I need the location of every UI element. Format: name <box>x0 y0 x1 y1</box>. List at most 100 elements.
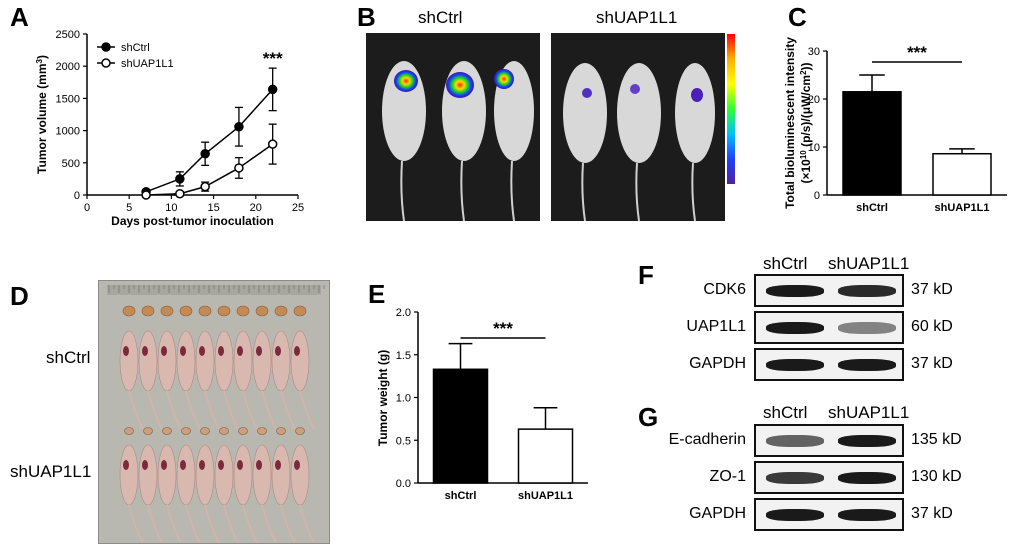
mouse-tail <box>280 504 296 544</box>
significance-label: *** <box>263 49 283 68</box>
tumor-site <box>218 346 224 356</box>
blot-g-membrane <box>754 498 904 531</box>
mouse <box>252 444 272 506</box>
panel-label-e: E <box>368 279 386 309</box>
mouse-tail <box>261 390 277 430</box>
data-point-shCtrl <box>200 149 210 159</box>
mouse <box>119 444 139 506</box>
y-tick-label: 2000 <box>56 61 80 73</box>
panel-label-c: C <box>788 2 807 32</box>
mouse-tail <box>242 504 258 544</box>
blot-g-band <box>766 435 824 447</box>
tumor <box>160 305 174 317</box>
blot-g-band <box>838 472 896 484</box>
signal-spot <box>394 70 418 92</box>
tumor <box>274 305 288 317</box>
signal-spot <box>630 84 640 94</box>
y-tick-label: 0.5 <box>396 435 411 447</box>
blot-f-label-gapdh: GAPDH <box>689 355 746 372</box>
mouse-tail <box>261 504 277 544</box>
tumor <box>162 427 172 435</box>
mouse-tail <box>128 504 144 544</box>
y-tick-label: 10 <box>808 142 820 154</box>
data-point-shUAP1L1 <box>200 181 210 192</box>
blot-g-kd-label: 130 kD <box>911 468 962 485</box>
blot-f-band <box>766 359 824 371</box>
signal-spot <box>494 69 514 89</box>
blot-f-kd-label: 60 kD <box>911 318 953 335</box>
legend-marker <box>101 42 111 52</box>
y-tick-label: 2.0 <box>396 307 411 319</box>
tumor <box>124 427 134 435</box>
x-tick-label: 0 <box>84 202 90 214</box>
chart-e: 0.0 0.5 1.0 1.5 2.0 shCtrl shUAP1L1 *** Tumor we… <box>376 307 588 502</box>
bar-shCtrl <box>432 368 489 484</box>
tumor-site <box>161 460 167 470</box>
category-label: shCtrl <box>445 490 477 502</box>
tumor <box>179 305 193 317</box>
tumor <box>219 427 229 435</box>
mouse-tail <box>185 504 201 544</box>
data-point-shUAP1L1 <box>175 188 185 199</box>
tumor-site <box>199 460 205 470</box>
chart-a: 0 500 1000 1500 2000 2500 0 5 10 15 20 25 Days post-… <box>35 29 305 228</box>
data-point-shCtrl <box>175 174 185 184</box>
legend-label: shCtrl <box>121 42 150 54</box>
y-tick-label: 0.0 <box>396 478 411 490</box>
y-tick-label: 30 <box>808 46 820 58</box>
mouse <box>252 330 272 392</box>
mouse <box>290 330 310 392</box>
x-tick-label: 10 <box>165 202 177 214</box>
blot-g-membrane <box>754 461 904 494</box>
tumor <box>143 427 153 435</box>
tumor <box>255 305 269 317</box>
blot-g-band <box>838 509 896 521</box>
data-point-shCtrl <box>234 121 244 132</box>
mouse <box>157 444 177 506</box>
bar-shCtrl <box>842 91 902 196</box>
photo-label-shctrl: shCtrl <box>46 348 91 367</box>
blot-f-band <box>766 322 824 334</box>
panel-label-a: A <box>10 2 29 32</box>
mouse <box>233 444 253 506</box>
blot-g-band <box>766 509 824 521</box>
mouse-tail <box>223 390 239 430</box>
signal-spot <box>691 88 703 102</box>
significance-label: *** <box>493 319 513 338</box>
tumor-site <box>180 460 186 470</box>
blot-f-membrane <box>754 348 904 381</box>
tumor-site <box>218 460 224 470</box>
tumor <box>236 305 250 317</box>
tumor <box>141 305 155 317</box>
bioluminescence-image-shctrl <box>366 33 540 222</box>
mouse-tail <box>299 390 315 430</box>
blot-f-band <box>766 285 824 297</box>
y-tick-label: 0 <box>74 190 80 202</box>
tumor-site <box>294 346 300 356</box>
tumor-site <box>275 460 281 470</box>
y-tick-label: 1.0 <box>396 393 411 405</box>
blot-f-membrane <box>754 274 904 307</box>
y-axis-label-line2: (×1010 (p/s)/(μW/cm2)) <box>799 62 814 183</box>
mouse-tail <box>223 504 239 544</box>
mouse-tail <box>147 504 163 544</box>
bar-shUAP1L1 <box>517 428 574 484</box>
panel-label-d: D <box>10 281 29 311</box>
y-tick-label: 1.5 <box>396 350 411 362</box>
ruler <box>107 285 321 295</box>
mouse <box>290 444 310 506</box>
blot-g-kd-label: 135 kD <box>911 431 962 448</box>
signal-spot <box>446 72 474 98</box>
tumor <box>181 427 191 435</box>
y-tick-label: 2500 <box>56 29 80 41</box>
mouse <box>176 444 196 506</box>
y-tick-label: 1500 <box>56 93 80 105</box>
y-axis-label: Tumor weight (g) <box>376 350 390 446</box>
bioluminescence-image-shuap1l1 <box>551 33 725 222</box>
blot-f-col-shuap1l1: shUAP1L1 <box>828 254 910 273</box>
tumor <box>238 427 248 435</box>
tumor-site <box>256 346 262 356</box>
tumor-photo <box>98 280 330 544</box>
mouse <box>195 444 215 506</box>
mouse-tail <box>128 390 144 430</box>
